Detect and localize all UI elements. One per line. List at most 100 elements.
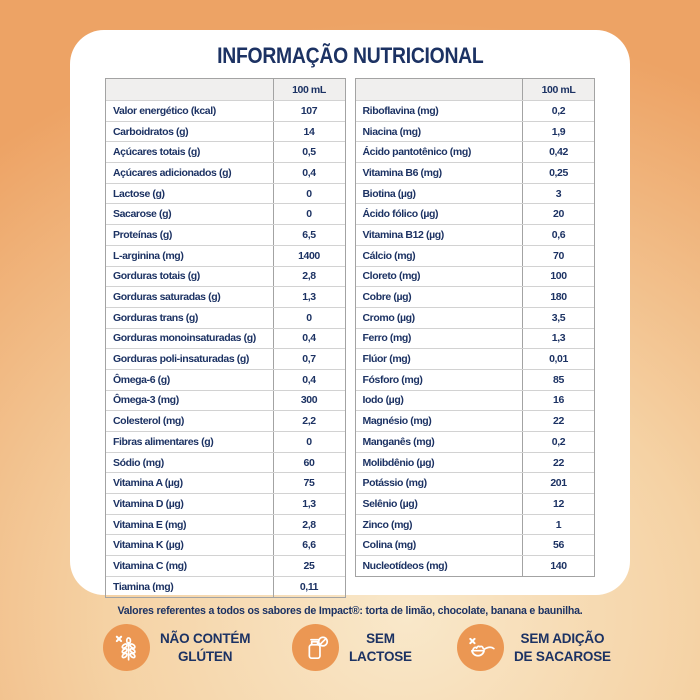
table-row: Niacina (mg) 1,9 bbox=[355, 120, 594, 142]
table-row: Gorduras totais (g) 2,8 bbox=[106, 265, 345, 287]
nutrient-value: 0,4 bbox=[272, 163, 345, 183]
nutrient-label: Gorduras trans (g) bbox=[113, 311, 198, 324]
nutrient-value: 1 bbox=[522, 514, 594, 535]
badge-label: NÃO CONTÉM GLÚTEN bbox=[160, 631, 251, 664]
nutrient-value: 25 bbox=[272, 556, 345, 576]
nutrient-value: 22 bbox=[522, 411, 594, 431]
nutrient-value: 0 bbox=[272, 204, 345, 225]
nutrient-label: Niacina (mg) bbox=[362, 125, 422, 138]
nutrient-label: Tiamina (mg) bbox=[113, 580, 174, 593]
table-row: Cloreto (mg) 100 bbox=[355, 265, 594, 287]
nutrient-label: Cálcio (mg) bbox=[362, 249, 416, 262]
table-row: Gorduras trans (g) 0 bbox=[106, 306, 345, 328]
header-empty-cell bbox=[106, 79, 273, 100]
nutrient-label: Molibdênio (µg) bbox=[362, 456, 435, 469]
badge-label: SEM LACTOSE bbox=[349, 631, 412, 664]
tables-container: 100 mL Valor energético (kcal) 107 Carboidr… bbox=[105, 78, 595, 598]
table-row: Cálcio (mg) 70 bbox=[355, 244, 594, 266]
nutrient-value: 85 bbox=[522, 369, 594, 390]
nutrient-value: 2,2 bbox=[272, 411, 345, 431]
table-row: Gorduras saturadas (g) 1,3 bbox=[106, 286, 345, 307]
nutrient-value: 0,01 bbox=[522, 349, 594, 369]
table-row: Gorduras monoinsaturadas (g) 0,4 bbox=[106, 327, 345, 349]
table-row: Ômega-3 (mg) 300 bbox=[106, 389, 345, 411]
table-row: Açúcares adicionados (g) 0,4 bbox=[106, 162, 345, 183]
badge-no-added-sucrose: SEM ADIÇÃO DE SACAROSE bbox=[457, 624, 611, 671]
table-row: Fibras alimentares (g) 0 bbox=[106, 431, 345, 452]
nutrient-value: 201 bbox=[522, 473, 594, 494]
nutrient-label: Biotina (µg) bbox=[362, 187, 417, 200]
nutrient-label: Manganês (mg) bbox=[362, 435, 435, 448]
nutrient-label: Fósforo (mg) bbox=[362, 373, 423, 386]
nutrient-value: 12 bbox=[522, 494, 594, 514]
table-row: Ferro (mg) 1,3 bbox=[355, 327, 594, 349]
badge-circle bbox=[457, 624, 504, 671]
badge-lactose-free: SEM LACTOSE bbox=[292, 624, 412, 671]
nutrient-label: Vitamina E (mg) bbox=[113, 518, 187, 531]
nutrient-label: Fibras alimentares (g) bbox=[113, 435, 214, 448]
table-row: Fósforo (mg) 85 bbox=[355, 368, 594, 390]
nutrient-label: Magnésio (mg) bbox=[362, 415, 432, 428]
nutrient-label: Cromo (µg) bbox=[362, 311, 416, 324]
nutrient-value: 140 bbox=[522, 556, 594, 576]
nutrient-label: Flúor (mg) bbox=[362, 353, 411, 366]
nutrition-table-left: 100 mL Valor energético (kcal) 107 Carboidr… bbox=[105, 78, 346, 598]
nutrient-label: Gorduras saturadas (g) bbox=[113, 291, 221, 304]
nutrient-label: Colesterol (mg) bbox=[113, 415, 185, 428]
table-row: Molibdênio (µg) 22 bbox=[355, 451, 594, 473]
nutrient-label: Selênio (µg) bbox=[362, 497, 418, 510]
no-lactose-icon bbox=[301, 633, 331, 663]
table-row: Riboflavina (mg) 0,2 bbox=[355, 100, 594, 121]
badge-gluten-free: NÃO CONTÉM GLÚTEN bbox=[103, 624, 250, 671]
nutrient-value: 60 bbox=[272, 452, 345, 473]
nutrient-value: 22 bbox=[522, 452, 594, 473]
nutrient-label: Zinco (mg) bbox=[362, 518, 413, 531]
nutrient-value: 0,11 bbox=[272, 576, 345, 597]
table-row: Vitamina C (mg) 25 bbox=[106, 555, 345, 576]
table-row: Vitamina D (µg) 1,3 bbox=[106, 493, 345, 514]
nutrient-label: Cloreto (mg) bbox=[362, 270, 421, 283]
nutrient-value: 3,5 bbox=[522, 307, 594, 328]
nutrient-value: 100 bbox=[522, 266, 594, 287]
nutrient-label: Ômega-3 (mg) bbox=[113, 394, 179, 407]
nutrient-value: 180 bbox=[522, 287, 594, 307]
table-row: Colina (mg) 56 bbox=[355, 534, 594, 556]
table-row: Flúor (mg) 0,01 bbox=[355, 348, 594, 369]
nutrient-value: 0,25 bbox=[522, 163, 594, 183]
nutrient-label: Sacarose (g) bbox=[113, 208, 172, 221]
nutrient-value: 0 bbox=[272, 307, 345, 328]
nutrient-label: Gorduras monoinsaturadas (g) bbox=[113, 332, 256, 345]
nutrient-label: Açúcares adicionados (g) bbox=[113, 166, 232, 179]
nutrient-label: Vitamina B12 (µg) bbox=[362, 228, 445, 241]
no-gluten-icon bbox=[112, 633, 142, 663]
nutrient-value: 6,5 bbox=[272, 225, 345, 245]
table-row: Vitamina B6 (mg) 0,25 bbox=[355, 162, 594, 183]
table-row: Valor energético (kcal) 107 bbox=[106, 100, 345, 121]
table-row: L-arginina (mg) 1400 bbox=[106, 244, 345, 266]
nutrient-label: L-arginina (mg) bbox=[113, 249, 184, 262]
nutrient-label: Riboflavina (mg) bbox=[362, 104, 439, 117]
nutrient-value: 14 bbox=[272, 121, 345, 142]
nutrient-value: 2,8 bbox=[272, 266, 345, 287]
table-row: Vitamina B12 (µg) 0,6 bbox=[355, 224, 594, 245]
table-header-row: 100 mL bbox=[106, 79, 345, 100]
page-title: INFORMAÇÃO NUTRICIONAL bbox=[216, 43, 484, 68]
nutrient-label: Vitamina C (mg) bbox=[113, 559, 187, 572]
nutrient-label: Ômega-6 (g) bbox=[113, 373, 170, 386]
table-row: Vitamina K (µg) 6,6 bbox=[106, 534, 345, 556]
table-row: Vitamina A (µg) 75 bbox=[106, 472, 345, 494]
nutrient-value: 0,2 bbox=[522, 101, 594, 121]
nutrient-value: 3 bbox=[522, 183, 594, 204]
table-row: Magnésio (mg) 22 bbox=[355, 410, 594, 431]
table-row: Ácido fólico (µg) 20 bbox=[355, 203, 594, 225]
nutrient-label: Sódio (mg) bbox=[113, 456, 164, 469]
table-row: Sódio (mg) 60 bbox=[106, 451, 345, 473]
table-row: Vitamina E (mg) 2,8 bbox=[106, 513, 345, 535]
nutrition-card: INFORMAÇÃO NUTRICIONAL 100 mL Valor energ… bbox=[70, 30, 630, 617]
nutrient-value: 0,4 bbox=[272, 328, 345, 349]
nutrient-label: Carboidratos (g) bbox=[113, 125, 189, 138]
nutrient-value: 0 bbox=[272, 183, 345, 204]
nutrient-label: Ácido pantotênico (mg) bbox=[362, 146, 472, 159]
table-row: Zinco (mg) 1 bbox=[355, 513, 594, 535]
nutrient-label: Vitamina D (µg) bbox=[113, 497, 184, 510]
